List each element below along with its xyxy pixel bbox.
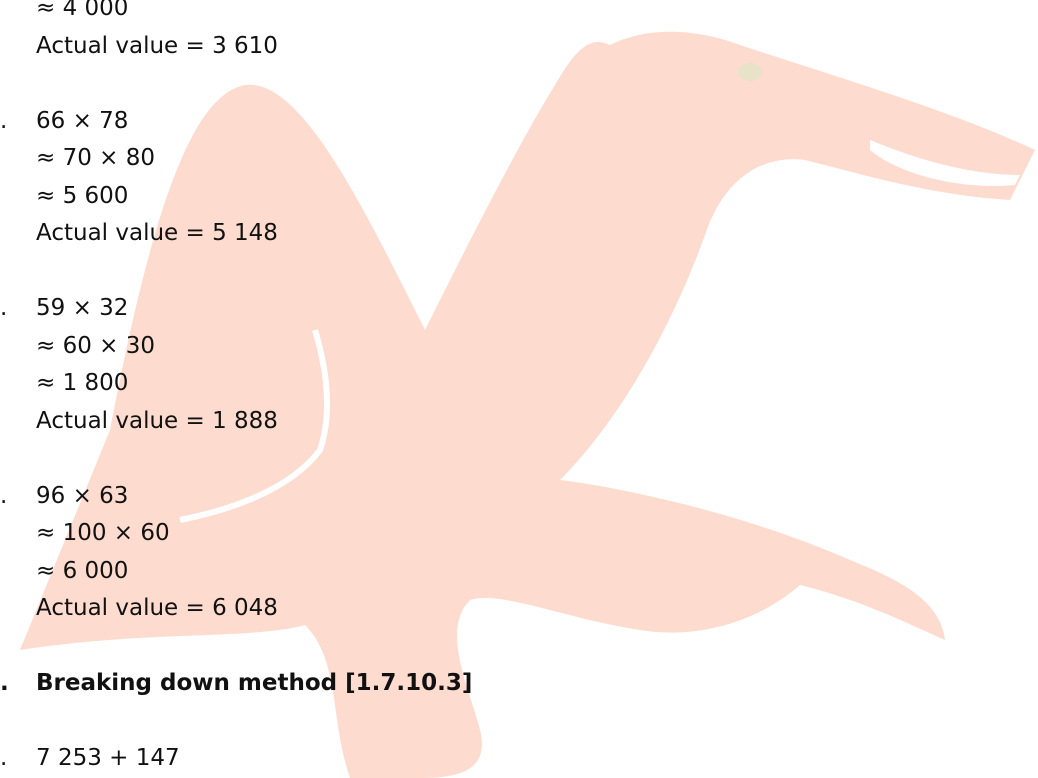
working-line: ≈ 5 600	[36, 182, 128, 210]
list-marker: .	[0, 482, 7, 510]
list-marker: .	[0, 669, 9, 697]
problem: 59 × 32	[36, 294, 128, 322]
working-line: ≈ 1 800	[36, 369, 128, 397]
list-marker: .	[0, 744, 7, 772]
working-line: ≈ 70 × 80	[36, 144, 155, 172]
list-marker: .	[0, 107, 7, 135]
working-line: Actual value = 6 048	[36, 594, 278, 622]
working-line: ≈ 4 000	[36, 0, 128, 22]
page: ≈ 4 000 Actual value = 3 610. 66 × 78 ≈ 70 …	[0, 0, 1038, 778]
list-marker: .	[0, 294, 7, 322]
problem: 96 × 63	[36, 482, 128, 510]
working-line: ≈ 6 000	[36, 557, 128, 585]
camel-eye	[738, 63, 762, 81]
camel-shape	[20, 32, 1035, 778]
camel-watermark	[0, 0, 1038, 778]
working-line: Actual value = 3 610	[36, 32, 278, 60]
problem: 7 253 + 147	[36, 744, 180, 772]
working-line: ≈ 60 × 30	[36, 332, 155, 360]
section-heading: Breaking down method [1.7.10.3]	[36, 669, 472, 697]
working-line: Actual value = 5 148	[36, 219, 278, 247]
working-line: Actual value = 1 888	[36, 407, 278, 435]
working-line: ≈ 100 × 60	[36, 519, 170, 547]
problem: 66 × 78	[36, 107, 128, 135]
